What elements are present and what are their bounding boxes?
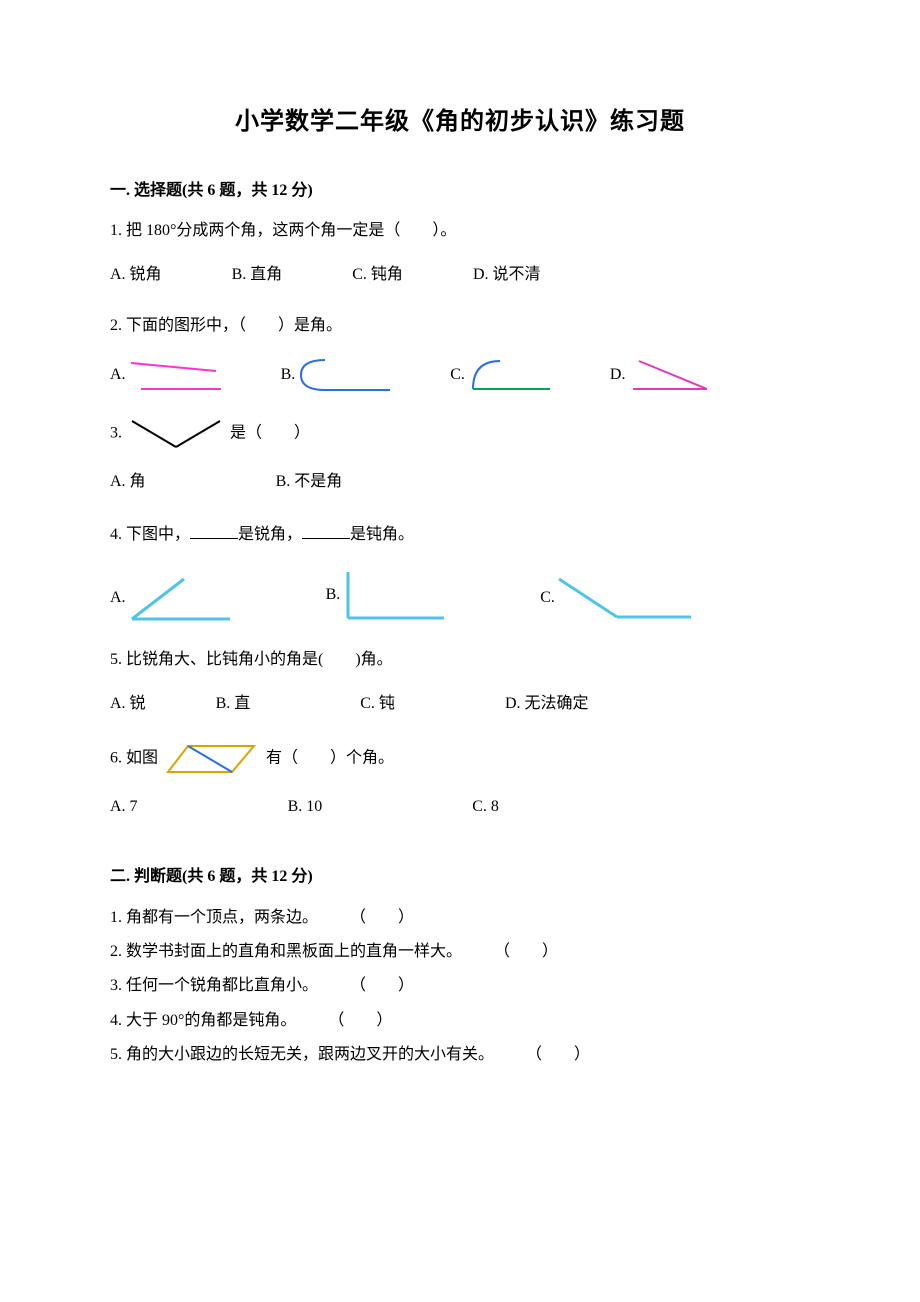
q2-fig-a bbox=[126, 355, 226, 395]
q5-opt-b: B. 直 bbox=[216, 689, 251, 719]
q1-text: 1. 把 180°分成两个角，这两个角一定是（ ）。 bbox=[110, 216, 810, 246]
q5-options: A. 锐 B. 直 C. 钝 D. 无法确定 bbox=[110, 689, 810, 719]
q2-opt-c-label: C. bbox=[450, 360, 465, 390]
blank-1 bbox=[190, 522, 238, 539]
q2-fig-d bbox=[625, 355, 720, 395]
q2-fig-b bbox=[295, 355, 395, 395]
q6-opt-c: C. 8 bbox=[472, 792, 499, 822]
q1-opt-b: B. 直角 bbox=[232, 260, 283, 290]
q4-fig-a bbox=[126, 573, 236, 623]
q3-suffix: 是（ ） bbox=[230, 425, 310, 442]
section2-heading: 二. 判断题(共 6 题，共 12 分) bbox=[110, 862, 810, 892]
q2-text: 2. 下面的图形中，（ ）是角。 bbox=[110, 311, 810, 341]
q4-fig-b bbox=[340, 568, 450, 623]
q3-opt-b: B. 不是角 bbox=[276, 467, 343, 497]
q4-opt-c-label: C. bbox=[540, 583, 555, 613]
q4-opt-b-label: B. bbox=[326, 580, 341, 610]
q6-prefix: 6. 如图 bbox=[110, 749, 158, 766]
q1-options: A. 锐角 B. 直角 C. 钝角 D. 说不清 bbox=[110, 260, 810, 290]
q2-fig-c bbox=[465, 355, 555, 395]
q3-fig bbox=[126, 415, 226, 453]
blank-2 bbox=[302, 522, 350, 539]
q2-options: A. B. C. D. bbox=[110, 355, 810, 395]
tf-2: 2. 数学书封面上的直角和黑板面上的直角一样大。 （ ） bbox=[110, 937, 810, 967]
q3-opt-a: A. 角 bbox=[110, 467, 146, 497]
q4: 4. 下图中， 是锐角， 是钝角。 bbox=[110, 520, 810, 550]
q1-opt-d: D. 说不清 bbox=[473, 260, 541, 290]
q5-opt-d: D. 无法确定 bbox=[505, 689, 589, 719]
tf-1: 1. 角都有一个顶点，两条边。 （ ） bbox=[110, 903, 810, 933]
q3-options: A. 角 B. 不是角 bbox=[110, 467, 810, 497]
q4-fig-c bbox=[555, 573, 695, 623]
q3: 3. 是（ ） bbox=[110, 415, 810, 453]
q2-opt-d-label: D. bbox=[610, 360, 626, 390]
section1-heading: 一. 选择题(共 6 题，共 12 分) bbox=[110, 176, 810, 206]
q4-opt-a-label: A. bbox=[110, 583, 126, 613]
q6-fig bbox=[162, 740, 262, 778]
q6: 6. 如图 有（ ）个角。 bbox=[110, 740, 810, 778]
q1-opt-a: A. 锐角 bbox=[110, 260, 162, 290]
tf-5: 5. 角的大小跟边的长短无关，跟两边叉开的大小有关。 （ ） bbox=[110, 1040, 810, 1070]
tf-3: 3. 任何一个锐角都比直角小。 （ ） bbox=[110, 971, 810, 1001]
q1-opt-c: C. 钝角 bbox=[352, 260, 403, 290]
q2-opt-a-label: A. bbox=[110, 360, 126, 390]
q6-options: A. 7 B. 10 C. 8 bbox=[110, 792, 810, 822]
q5-opt-c: C. 钝 bbox=[360, 689, 395, 719]
q3-prefix: 3. bbox=[110, 425, 122, 442]
q4-options: A. B. C. bbox=[110, 568, 810, 623]
q6-suffix: 有（ ）个角。 bbox=[266, 749, 394, 766]
tf-4: 4. 大于 90°的角都是钝角。 （ ） bbox=[110, 1006, 810, 1036]
q4-mid: 是锐角， bbox=[238, 526, 302, 543]
q2-opt-b-label: B. bbox=[281, 360, 296, 390]
q4-suffix: 是钝角。 bbox=[350, 526, 414, 543]
q4-prefix: 4. 下图中， bbox=[110, 526, 190, 543]
page-title: 小学数学二年级《角的初步认识》练习题 bbox=[110, 100, 810, 146]
q6-opt-b: B. 10 bbox=[288, 792, 323, 822]
q5-opt-a: A. 锐 bbox=[110, 689, 146, 719]
q6-opt-a: A. 7 bbox=[110, 792, 138, 822]
q5-text: 5. 比锐角大、比钝角小的角是( )角。 bbox=[110, 645, 810, 675]
